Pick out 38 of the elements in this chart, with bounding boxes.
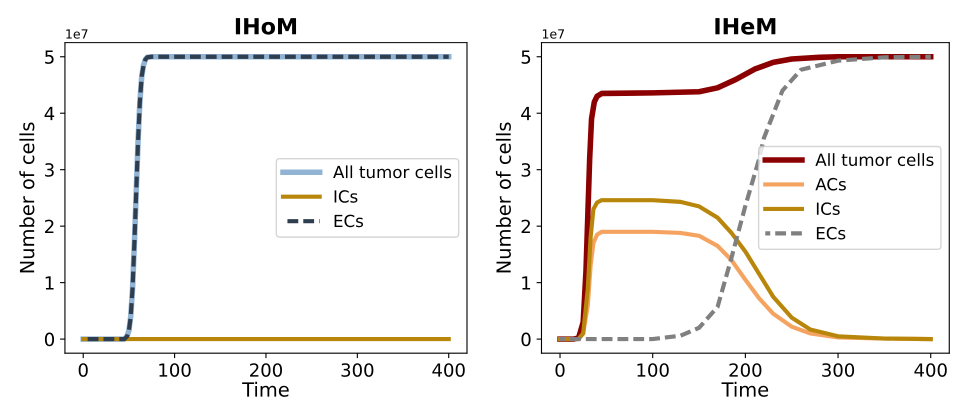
chart-title: IHoM [236, 18, 296, 35]
chart-title: IHeM [715, 18, 776, 35]
y-axis-title: Number of cells [19, 122, 34, 272]
y-tick-label: 4 [521, 106, 531, 120]
x-tick-label: 0 [78, 363, 88, 377]
legend-label: ECs [816, 226, 846, 240]
legend-label: All tumor cells [333, 165, 452, 178]
x-tick-label: 200 [250, 363, 282, 377]
x-tick-label: 100 [159, 363, 191, 377]
y-tick-label: 1 [46, 276, 54, 290]
legend-label: ICs [816, 202, 840, 215]
x-axis-title: Time [722, 382, 768, 397]
x-tick-label: 300 [341, 363, 374, 377]
x-tick-label: 400 [914, 363, 947, 377]
y-tick-label: 3 [522, 163, 530, 177]
y-tick-label: 2 [522, 220, 530, 234]
x-tick-label: 200 [729, 363, 762, 377]
y-tick-label: 0 [521, 332, 531, 346]
x-tick-label: 300 [822, 363, 854, 377]
y-tick-label: 2 [45, 220, 54, 234]
line-series [558, 198, 933, 342]
text: 1e7 [542, 29, 564, 39]
y-tick-label: 3 [45, 163, 54, 177]
y-axis-title: Number of cells [496, 122, 511, 272]
y-tick-label: 4 [44, 106, 54, 120]
x-axis-title: Time [242, 382, 289, 397]
y-tick-label: 5 [45, 50, 54, 64]
legend-label: ECs [334, 214, 364, 228]
legend-label: ACs [815, 178, 846, 191]
y-tick-label: 0 [44, 332, 54, 346]
text: 1e7 [66, 29, 88, 39]
y-tick-label: 1 [522, 276, 530, 290]
legend-label: All tumor cells [815, 153, 934, 166]
x-tick-label: 400 [432, 363, 465, 377]
y-tick-label: 5 [522, 50, 530, 64]
x-tick-label: 100 [637, 363, 669, 377]
legend-label: ICs [334, 190, 358, 203]
x-tick-label: 0 [555, 363, 565, 377]
